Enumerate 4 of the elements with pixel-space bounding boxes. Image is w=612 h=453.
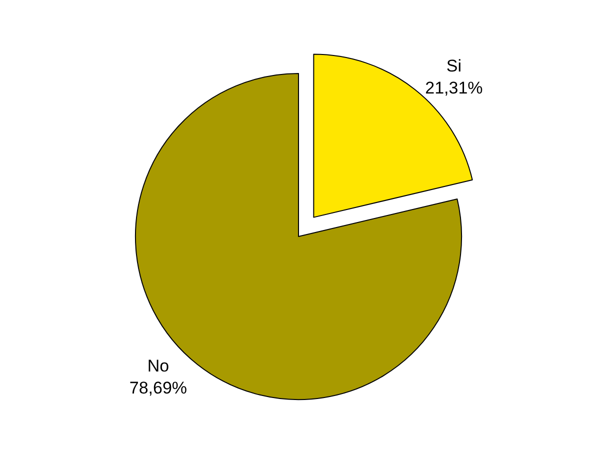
slice-label: No xyxy=(147,356,170,376)
data-label: 21,31% xyxy=(425,78,483,98)
data-label: 78,69% xyxy=(129,378,188,398)
slice-label: Si xyxy=(446,56,462,76)
